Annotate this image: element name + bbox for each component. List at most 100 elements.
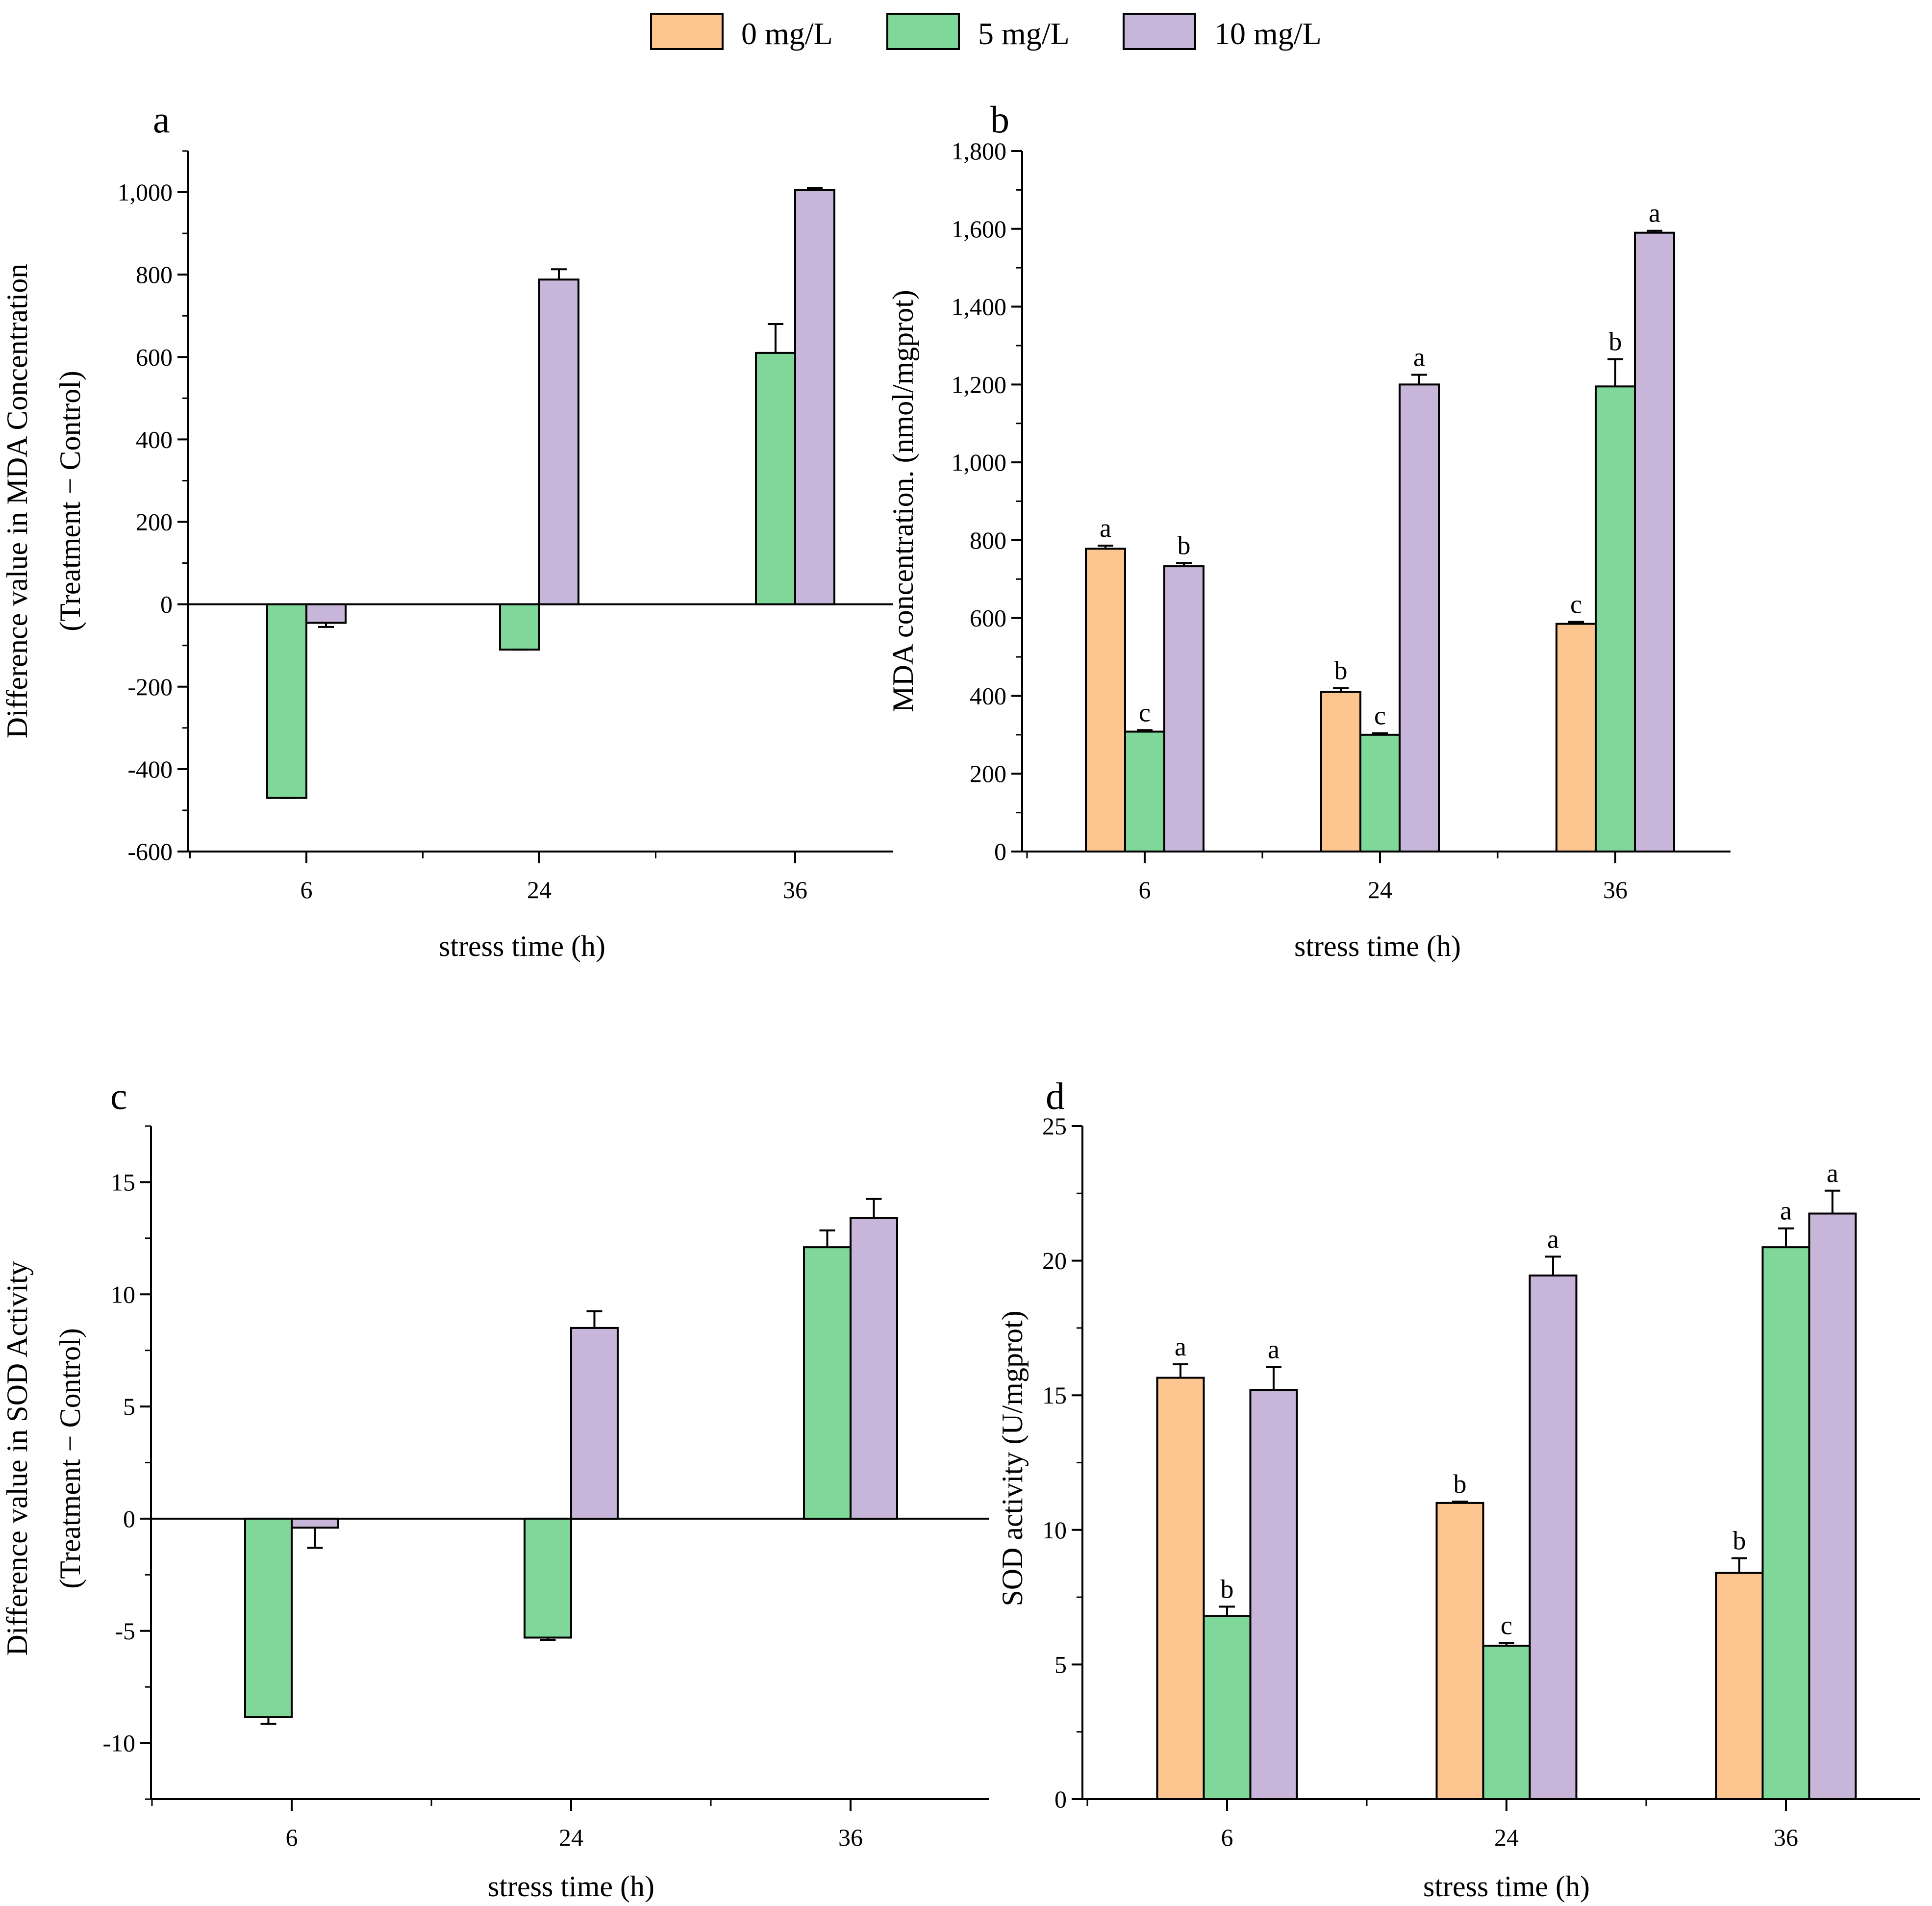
x-tick-label: 36 [1603, 876, 1628, 903]
y-axis-title: SOD activity (U/mgprot) [996, 1310, 1029, 1606]
bar-10mgL [1808, 1212, 1857, 1800]
y-tick-label: 1,400 [952, 293, 1007, 321]
significance-letter: b [1609, 327, 1622, 356]
bar-10mgL [1529, 1274, 1578, 1800]
bar-5mgL [1482, 1644, 1531, 1801]
significance-letter: b [1334, 656, 1348, 685]
x-axis-title: stress time (h) [488, 1870, 654, 1903]
bar-0mgL [1435, 1502, 1484, 1800]
bar-10mgL [570, 1327, 619, 1520]
panel-label: b [990, 98, 1009, 141]
significance-letter: a [1268, 1335, 1280, 1364]
bar-0mgL [1156, 1377, 1205, 1800]
x-tick-label: 24 [1368, 876, 1392, 903]
y-tick-label: 800 [136, 261, 173, 288]
legend-swatch-0mg [650, 13, 724, 50]
chart-b: 0 200 400 600 800 1,000 1,200 1,400 1,600 1,800 6 2… [887, 98, 1731, 962]
x-axis-title: stress time (h) [1294, 930, 1461, 962]
x-axis-title: stress time (h) [439, 930, 605, 962]
bar-5mgL [1359, 733, 1401, 853]
bar-10mgL [850, 1217, 898, 1520]
x-tick-label: 36 [783, 876, 807, 903]
y-tick-label: 20 [1042, 1247, 1067, 1275]
bar-5mgL [755, 351, 796, 605]
x-axis-title: stress time (h) [1423, 1870, 1590, 1903]
bar-10mgL [305, 603, 347, 624]
bar-10mgL [794, 189, 835, 605]
legend-label-5mg: 5 mg/L [978, 16, 1070, 51]
significance-letter: a [1413, 342, 1425, 372]
bar-10mgL [1249, 1389, 1298, 1801]
y-tick-label: 5 [123, 1393, 135, 1420]
x-tick-label: 36 [1774, 1824, 1798, 1851]
bar-0mgL [1715, 1572, 1764, 1801]
x-tick-label: 24 [527, 876, 552, 903]
significance-letter: a [1100, 513, 1111, 543]
x-tick-label: 6 [286, 1824, 298, 1851]
y-tick-label: 400 [970, 682, 1006, 709]
y-tick-label: -200 [127, 673, 173, 701]
bar-10mgL [291, 1517, 339, 1529]
x-tick-label: 6 [1221, 1824, 1233, 1851]
y-tick-label: 1,800 [952, 137, 1007, 165]
y-tick-label: 0 [994, 838, 1006, 865]
y-tick-label: -600 [127, 838, 173, 865]
bar-0mgL [1320, 691, 1361, 853]
bar-5mgL [1203, 1615, 1252, 1800]
chart-d: 0 5 10 15 20 25 6 24 36 a b b b c a a a a d stress time (h)… [996, 1075, 1920, 1903]
x-tick-label: 36 [838, 1824, 863, 1851]
significance-letter: a [1780, 1196, 1792, 1226]
y-tick-label: 800 [970, 527, 1006, 554]
x-tick-label: 24 [559, 1824, 583, 1851]
significance-letter: a [1827, 1158, 1838, 1188]
y-tick-label: 1,600 [952, 215, 1007, 243]
bar-5mgL [266, 603, 307, 799]
y-tick-label: 1,000 [952, 449, 1007, 476]
x-tick-label: 6 [301, 876, 313, 903]
y-tick-label: 600 [136, 343, 173, 371]
y-tick-label: 1,200 [952, 371, 1007, 398]
significance-letter: b [1221, 1574, 1234, 1604]
x-tick-label: 6 [1139, 876, 1151, 903]
legend-swatch-5mg [886, 13, 960, 50]
y-tick-label: 10 [1042, 1516, 1067, 1544]
bar-0mgL [1556, 623, 1597, 853]
bar-10mgL [538, 278, 579, 605]
bar-5mgL [244, 1517, 293, 1718]
bar-10mgL [1163, 565, 1204, 853]
legend-label-10mg: 10 mg/L [1214, 16, 1322, 51]
panel-label: d [1046, 1075, 1065, 1117]
y-tick-label: 5 [1054, 1651, 1067, 1678]
legend: 0 mg/L 5 mg/L 10 mg/L [650, 13, 1322, 51]
significance-letter: b [1454, 1469, 1467, 1499]
y-tick-label: -400 [127, 755, 173, 783]
bar-5mgL [803, 1246, 852, 1520]
bar-10mgL [1634, 231, 1675, 853]
bar-5mgL [524, 1517, 572, 1639]
y-axis-title: (Treatment − Control) [54, 371, 86, 631]
bar-5mgL [499, 603, 540, 651]
chart-a: -600 -400 -200 0 200 400 600 800 1,000 6 24 36 a stre… [1, 98, 893, 962]
y-tick-label: 600 [970, 604, 1006, 632]
significance-letter: c [1374, 701, 1386, 730]
significance-letter: b [1733, 1526, 1746, 1555]
y-tick-label: 25 [1042, 1112, 1067, 1140]
bar-0mgL [1085, 548, 1126, 853]
y-axis-title: (Treatment − Control) [54, 1328, 86, 1589]
significance-letter: a [1547, 1224, 1559, 1254]
significance-letter: c [1139, 698, 1151, 727]
bar-5mgL [1761, 1246, 1810, 1800]
significance-letter: a [1175, 1332, 1186, 1361]
y-tick-label: -5 [115, 1617, 135, 1645]
y-tick-label: 0 [160, 591, 173, 618]
bar-10mgL [1399, 383, 1440, 853]
y-axis-title: Difference value in MDA Concentration [1, 264, 33, 739]
legend-label-0mg: 0 mg/L [741, 16, 833, 51]
panel-label: a [153, 98, 170, 141]
y-tick-label: 0 [123, 1505, 135, 1532]
y-tick-label: 10 [111, 1280, 135, 1308]
significance-letter: a [1649, 199, 1660, 228]
y-tick-label: 15 [1042, 1381, 1067, 1409]
y-tick-label: 200 [970, 760, 1006, 787]
